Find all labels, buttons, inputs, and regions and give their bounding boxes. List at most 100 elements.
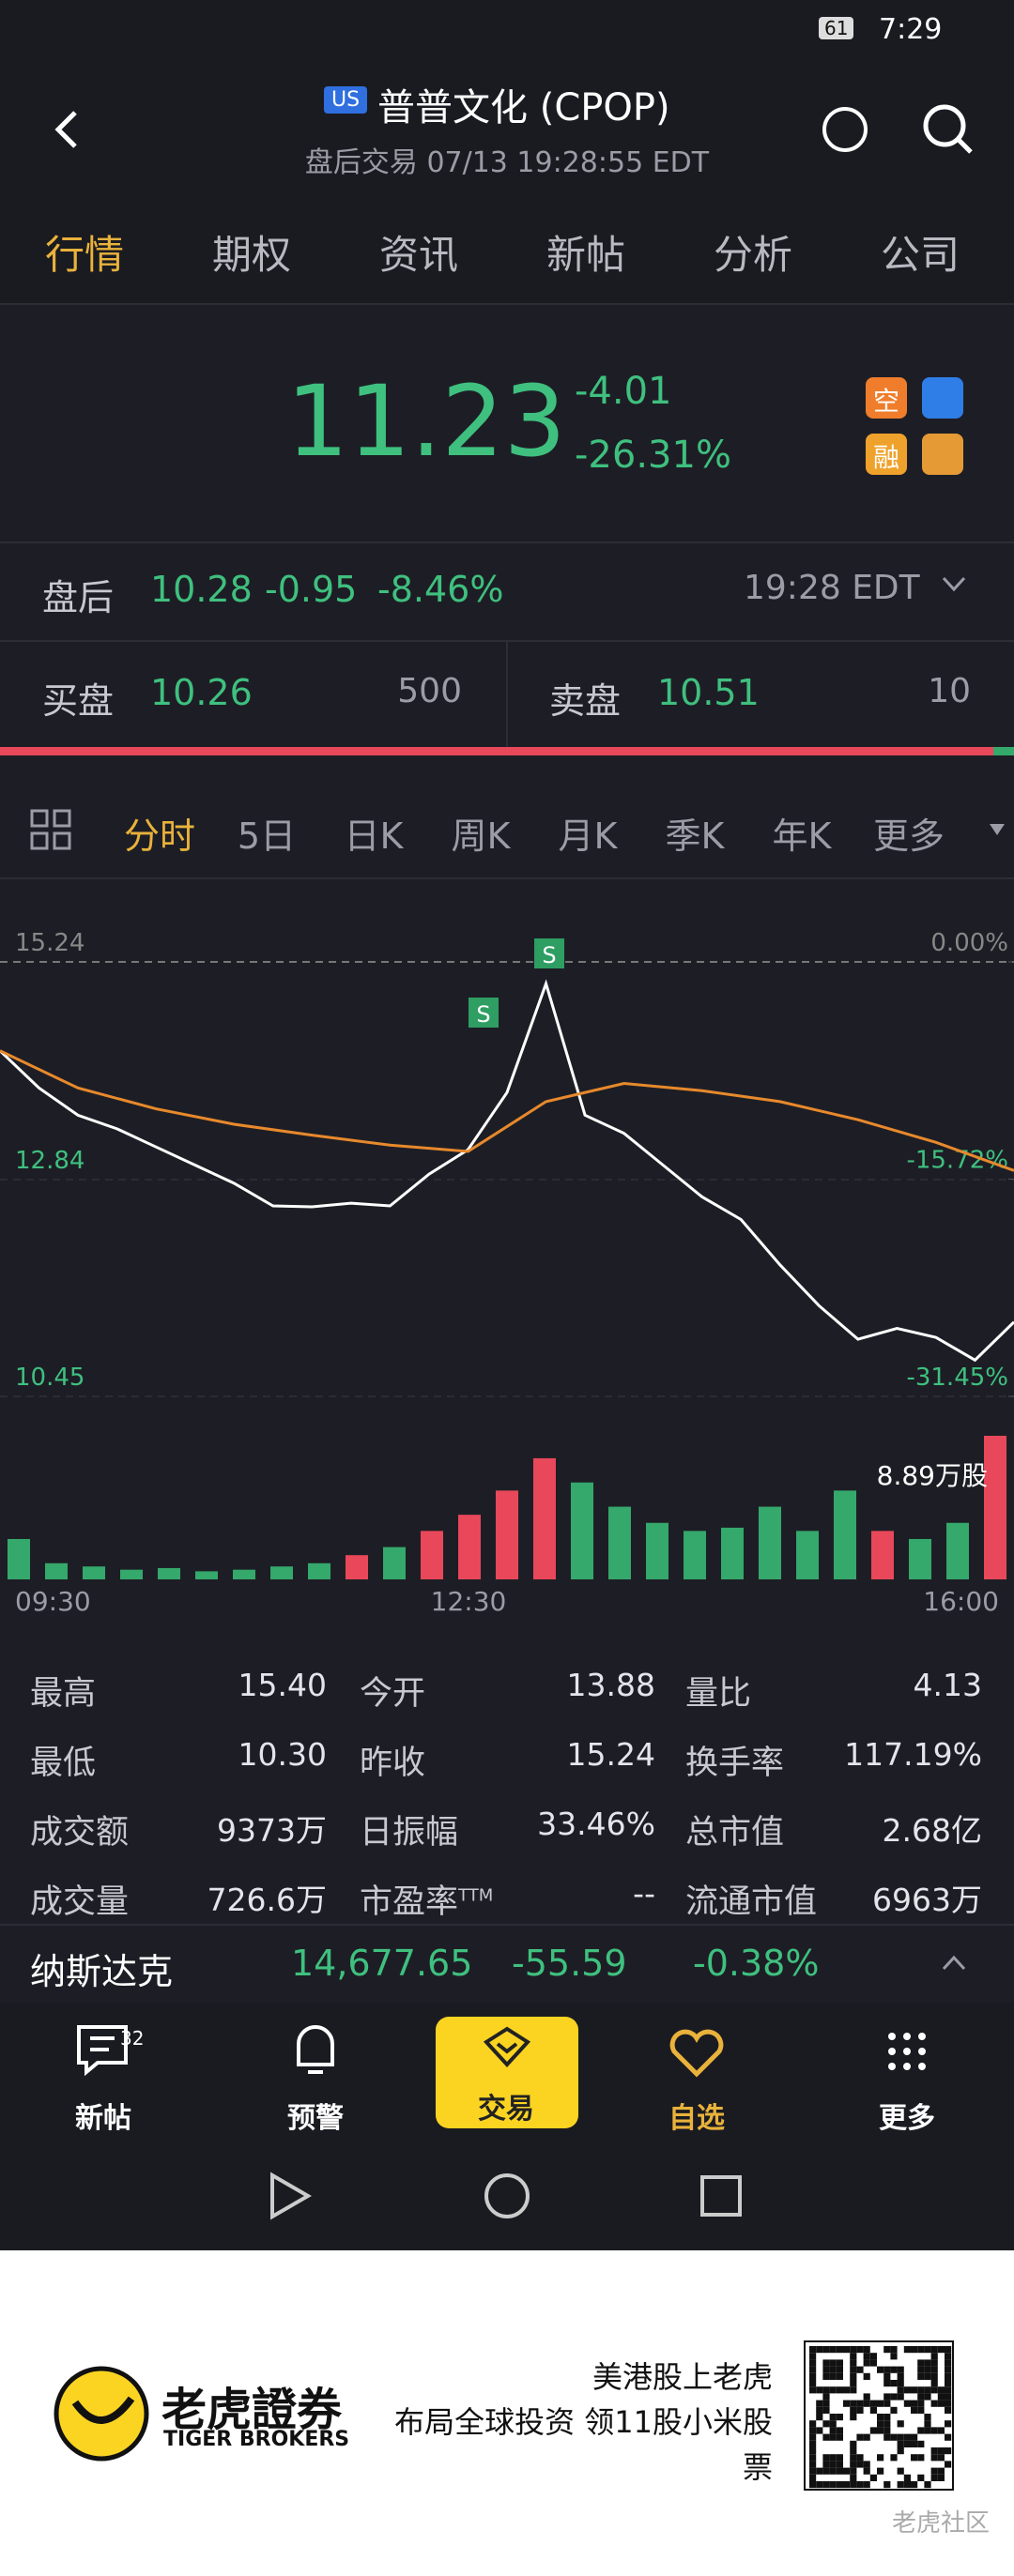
qr-cell <box>897 2393 904 2401</box>
qr-cell <box>850 2414 857 2421</box>
qr-cell <box>829 2372 837 2380</box>
price: 11.23 <box>286 364 566 479</box>
volume-bar <box>684 1531 706 1579</box>
period-tab[interactable]: 周K <box>451 815 511 857</box>
qr-cell <box>822 2454 830 2462</box>
period-tab[interactable]: 分时 <box>123 815 195 857</box>
qr-cell <box>945 2433 952 2441</box>
qr-cell <box>809 2474 817 2481</box>
period-tab[interactable]: 日K <box>344 815 404 857</box>
qr-cell <box>890 2406 898 2414</box>
qr-cell <box>883 2420 891 2428</box>
qr-cell <box>911 2406 918 2414</box>
qr-cell <box>883 2400 891 2407</box>
qr-cell <box>924 2359 931 2367</box>
volume-bar <box>458 1515 481 1579</box>
tab[interactable]: 分析 <box>713 232 792 278</box>
tab[interactable]: 行情 <box>44 232 124 278</box>
qr-cell <box>809 2359 817 2367</box>
qr-cell <box>930 2346 938 2354</box>
stat-label: 流通市值 <box>685 1883 818 1921</box>
recents-button[interactable] <box>700 2175 742 2217</box>
stat-value: 4.13 <box>913 1667 982 1703</box>
qr-cell <box>890 2454 898 2462</box>
qr-cell <box>816 2414 823 2421</box>
qr-cell <box>883 2380 891 2387</box>
qr-cell <box>890 2380 898 2387</box>
ask-size: 10 <box>928 672 971 710</box>
tab[interactable]: 期权 <box>211 232 291 278</box>
stat-label: 日振幅 <box>360 1814 459 1852</box>
qr-cell <box>829 2467 837 2475</box>
nav-item[interactable]: 新帖 <box>75 2102 131 2135</box>
volume-bar <box>759 1506 781 1579</box>
back-button[interactable] <box>270 2172 312 2220</box>
period-tab[interactable]: 年K <box>772 815 832 857</box>
qr-cell <box>911 2481 918 2489</box>
qr-cell <box>930 2400 938 2407</box>
qr-cell <box>877 2454 884 2462</box>
period-tab[interactable]: 季K <box>665 815 725 857</box>
qr-cell <box>945 2372 952 2380</box>
y-tick-label: 15.24 <box>15 929 84 957</box>
nav-item[interactable]: 更多 <box>879 2102 935 2135</box>
qr-cell <box>856 2346 864 2354</box>
stat-value: -- <box>633 1875 655 1912</box>
qr-cell <box>924 2386 931 2394</box>
nav-item[interactable]: 自选 <box>668 2102 725 2135</box>
stat-value: 9373万 <box>217 1812 327 1849</box>
dropdown-icon[interactable] <box>990 824 1005 835</box>
qr-cell <box>809 2380 817 2387</box>
tab[interactable]: 公司 <box>880 232 960 278</box>
ad-brand-en: TIGER BROKERS <box>163 2428 350 2451</box>
volume-bar <box>270 1566 293 1579</box>
tab[interactable]: 资讯 <box>378 232 458 278</box>
volume-bar <box>45 1562 68 1579</box>
qr-cell <box>822 2481 830 2489</box>
qr-cell <box>930 2447 938 2455</box>
trade-button[interactable] <box>436 2017 578 2128</box>
subtitle: 盘后交易 07/13 19:28:55 EDT <box>304 146 710 179</box>
layout-icon[interactable] <box>30 809 71 850</box>
nav-item[interactable]: 预警 <box>287 2102 344 2135</box>
qr-cell <box>822 2467 830 2475</box>
qr-cell <box>809 2372 817 2380</box>
qr-cell <box>863 2359 870 2367</box>
qr-cell <box>829 2433 837 2441</box>
back-icon[interactable] <box>54 111 77 148</box>
expand-icon[interactable] <box>942 576 966 592</box>
qr-cell <box>836 2372 843 2380</box>
logo <box>54 2366 149 2462</box>
qr-cell <box>850 2380 857 2387</box>
index-change: -55.59 <box>512 1943 627 1984</box>
qr-cell <box>945 2393 952 2401</box>
qr-cell <box>877 2420 884 2428</box>
home-button[interactable] <box>484 2173 530 2218</box>
bid-size: 500 <box>397 672 462 710</box>
qr-cell <box>924 2393 931 2401</box>
stat-label: 最高 <box>30 1675 97 1713</box>
tab[interactable]: 新帖 <box>545 232 625 278</box>
qr-cell <box>816 2346 823 2354</box>
qr-cell <box>829 2366 837 2373</box>
period-tab[interactable]: 5日 <box>237 815 297 857</box>
qr-cell <box>843 2346 851 2354</box>
period-tab[interactable]: 月K <box>558 815 618 857</box>
search-icon[interactable] <box>923 104 966 147</box>
nav-item[interactable]: 交易 <box>478 2093 534 2126</box>
refresh-icon[interactable] <box>822 107 868 152</box>
volume-bar <box>571 1482 593 1579</box>
volume-bar <box>646 1522 668 1579</box>
chart: 15.2412.8410.450.00%-15.72%-31.45%SS8.89… <box>0 929 1014 1617</box>
qr-cell <box>836 2359 843 2367</box>
qr-cell <box>863 2393 870 2401</box>
collapse-icon[interactable] <box>942 1955 966 1971</box>
qr-cell <box>843 2467 851 2475</box>
period-tab[interactable]: 更多 <box>872 815 945 857</box>
qr-cell <box>917 2346 925 2354</box>
qr-cell <box>911 2386 918 2394</box>
bid-ask-bar <box>0 747 993 755</box>
nav-icon <box>297 2025 334 2074</box>
qr-cell <box>903 2474 911 2481</box>
qr-cell <box>822 2359 830 2367</box>
